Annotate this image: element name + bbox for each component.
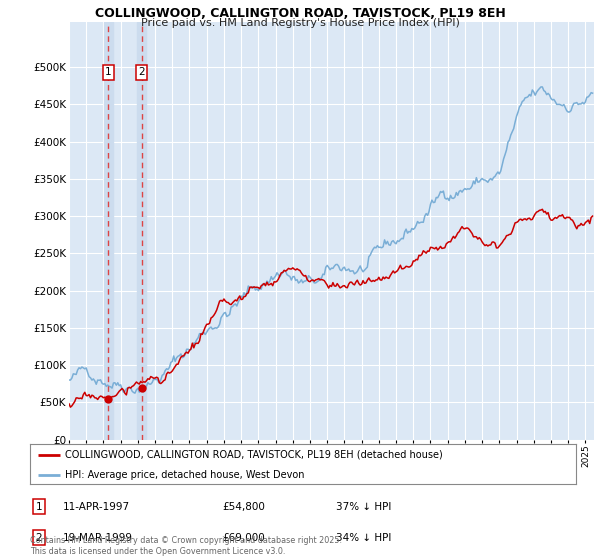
Bar bbox=[137, 22, 146, 440]
Text: 2: 2 bbox=[35, 533, 43, 543]
Text: 34% ↓ HPI: 34% ↓ HPI bbox=[336, 533, 391, 543]
Text: 11-APR-1997: 11-APR-1997 bbox=[63, 502, 130, 512]
Text: 37% ↓ HPI: 37% ↓ HPI bbox=[336, 502, 391, 512]
Text: £69,000: £69,000 bbox=[222, 533, 265, 543]
Text: COLLINGWOOD, CALLINGTON ROAD, TAVISTOCK, PL19 8EH: COLLINGWOOD, CALLINGTON ROAD, TAVISTOCK,… bbox=[95, 7, 505, 20]
Text: Price paid vs. HM Land Registry's House Price Index (HPI): Price paid vs. HM Land Registry's House … bbox=[140, 18, 460, 29]
Text: 19-MAR-1999: 19-MAR-1999 bbox=[63, 533, 133, 543]
Text: 2: 2 bbox=[139, 67, 145, 77]
Text: 1: 1 bbox=[35, 502, 43, 512]
Text: COLLINGWOOD, CALLINGTON ROAD, TAVISTOCK, PL19 8EH (detached house): COLLINGWOOD, CALLINGTON ROAD, TAVISTOCK,… bbox=[65, 450, 443, 460]
Text: £54,800: £54,800 bbox=[222, 502, 265, 512]
Text: 1: 1 bbox=[105, 67, 112, 77]
Text: Contains HM Land Registry data © Crown copyright and database right 2025.
This d: Contains HM Land Registry data © Crown c… bbox=[30, 536, 342, 556]
Bar bbox=[104, 22, 113, 440]
Text: HPI: Average price, detached house, West Devon: HPI: Average price, detached house, West… bbox=[65, 470, 305, 480]
